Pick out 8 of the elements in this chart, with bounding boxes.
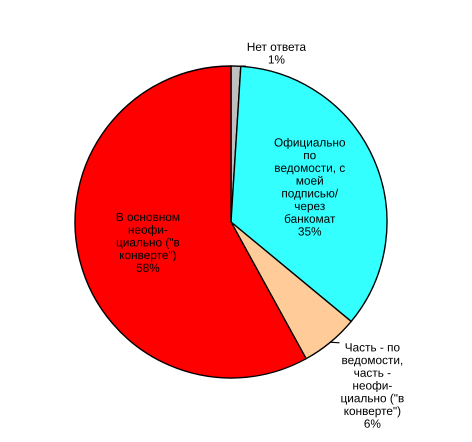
data-label: 1% (268, 55, 285, 64)
slice-label: Нет ответа (248, 42, 306, 51)
data-label: 6% (364, 419, 380, 428)
data-label: 35% (298, 227, 322, 236)
slice-label: В основном неофи- циально ("в конверте") (116, 212, 180, 262)
slice-label: Часть - по ведомости, часть - неофи- циально ("в конверте") (341, 343, 404, 418)
data-label: 58% (136, 264, 160, 272)
slice-label: Официально по ведомости, с моей подписью/ через банкомат (274, 138, 346, 223)
